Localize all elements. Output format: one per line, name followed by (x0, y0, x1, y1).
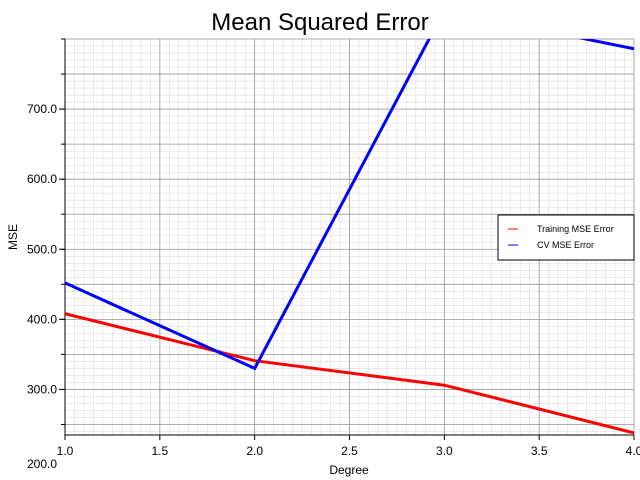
series-layer (65, 39, 634, 435)
series-line-0 (65, 312, 634, 435)
y-tick-label: 400.0 (27, 312, 57, 326)
x-tick-label: 2.0 (246, 444, 263, 458)
x-tick-label: 1.5 (151, 444, 168, 458)
x-tick-label: 2.5 (341, 444, 358, 458)
legend-label: Training MSE Error (537, 224, 614, 234)
y-tick-label: 600.0 (27, 172, 57, 186)
x-tick-label: 1.0 (57, 444, 74, 458)
y-tick-label: 500.0 (27, 242, 57, 256)
y-tick-label: 700.0 (27, 102, 57, 116)
y-axis-label: MSE (6, 224, 20, 250)
y-axis-ticks: 200.0 300.0 400.0 500.0 600.0 700.0 (27, 38, 65, 471)
series-line-1 (65, 39, 634, 371)
x-tick-label: 3.5 (531, 444, 548, 458)
x-axis-ticks: 1.0 1.5 2.0 2.5 3.0 3.5 4.0 (57, 435, 640, 458)
x-tick-label: 3.0 (436, 444, 453, 458)
y-tick-label: 200.0 (27, 457, 57, 471)
legend-box (497, 214, 635, 261)
y-tick-label: 300.0 (27, 382, 57, 396)
legend: Training MSE Error CV MSE Error (497, 214, 635, 261)
x-tick-label: 4.0 (626, 444, 640, 458)
chart-title: Mean Squared Error (211, 9, 428, 36)
legend-label: CV MSE Error (537, 240, 594, 250)
x-axis-label: Degree (329, 463, 369, 477)
